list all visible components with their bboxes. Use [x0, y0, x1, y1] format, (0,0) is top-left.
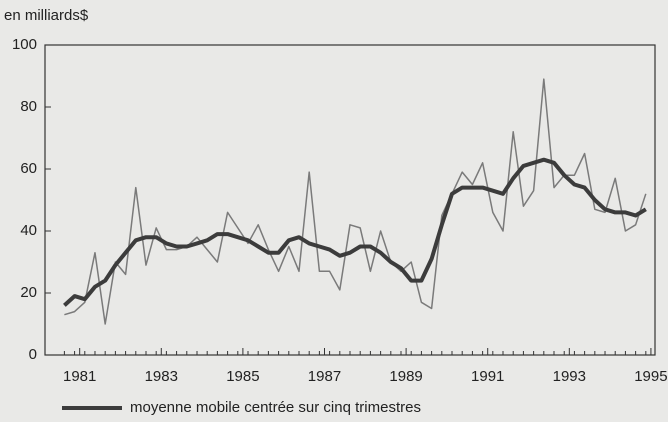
- y-tick-label: 40: [20, 222, 37, 239]
- x-tick-label: 1989: [389, 368, 422, 385]
- x-tick-label: 1991: [471, 368, 504, 385]
- y-tick-label: 80: [20, 98, 37, 115]
- x-tick-label: 1993: [553, 368, 586, 385]
- y-tick-label: 0: [29, 346, 37, 363]
- x-tick-label: 1981: [63, 368, 96, 385]
- y-tick-label: 100: [12, 36, 37, 53]
- y-tick-label: 20: [20, 284, 37, 301]
- x-tick-label: 1995: [634, 368, 667, 385]
- x-tick-label: 1985: [226, 368, 259, 385]
- chart-title: en milliards$: [4, 7, 89, 24]
- legend-label: moyenne mobile centrée sur cinq trimestr…: [130, 399, 421, 416]
- series-line: [63, 157, 647, 307]
- x-tick-label: 1983: [145, 368, 178, 385]
- x-tick-label: 1987: [308, 368, 341, 385]
- plot-frame: [44, 44, 656, 356]
- series-line: [64, 78, 647, 325]
- y-tick-label: 60: [20, 160, 37, 177]
